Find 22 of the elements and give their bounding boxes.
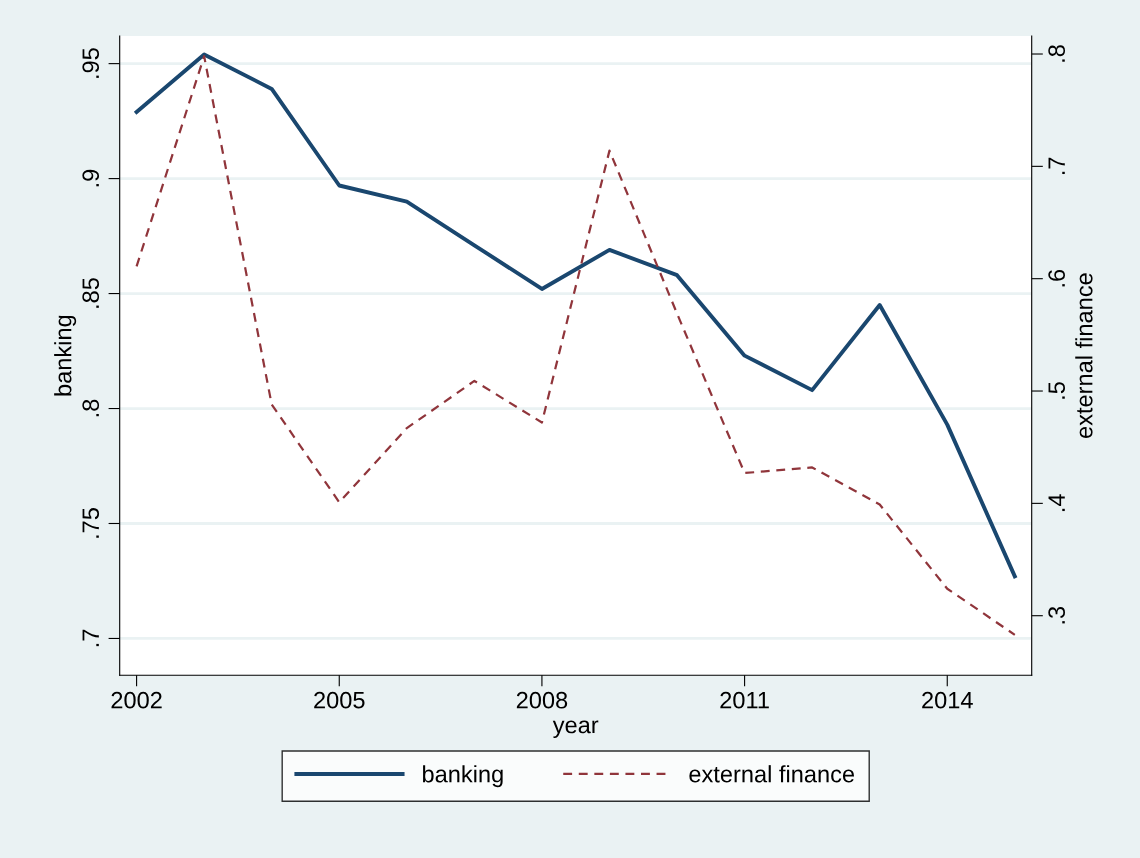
y-tick-label: .85 <box>82 278 100 308</box>
x-tick-label: 2002 <box>111 691 162 709</box>
x-tick-label: 2005 <box>314 691 365 709</box>
y2-tick-label: .8 <box>1048 45 1066 62</box>
y2-tick-label: .3 <box>1048 606 1066 624</box>
y-tick-label: .8 <box>82 399 100 417</box>
y2-tick-label: .4 <box>1048 494 1065 512</box>
y-tick-label: .95 <box>82 48 100 78</box>
x-axis-title: year <box>552 720 599 739</box>
x-tick-label: 2014 <box>922 691 973 709</box>
y-axis-title: banking <box>54 315 77 396</box>
y-tick-label: .75 <box>82 508 100 538</box>
y2-tick-label: .7 <box>1048 157 1065 175</box>
x-tick-label: 2008 <box>516 691 568 709</box>
y-tick-label: .7 <box>82 629 99 647</box>
legend-label: external finance <box>689 765 855 783</box>
y2-tick-label: .5 <box>1048 382 1066 399</box>
y2-tick-label: .6 <box>1048 269 1066 287</box>
legend-label: banking <box>423 765 503 788</box>
y2-axis-title: external finance <box>1075 273 1093 438</box>
y-tick-label: .9 <box>82 169 100 187</box>
x-tick-label: 2011 <box>720 691 769 709</box>
